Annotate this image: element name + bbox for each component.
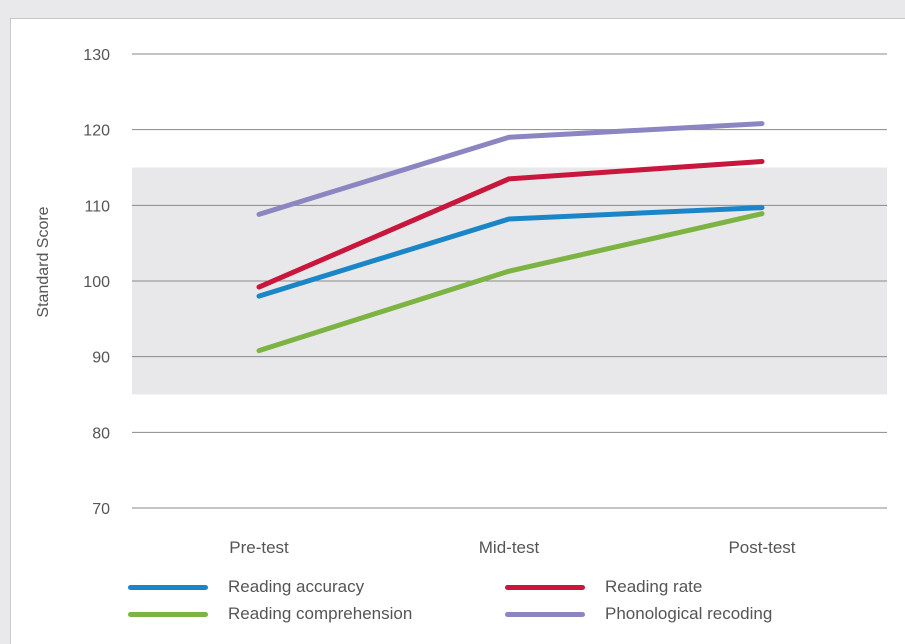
y-tick-label-70: 70 <box>92 501 110 518</box>
y-tick-label-80: 80 <box>92 425 110 442</box>
y-tick-label-120: 120 <box>83 123 110 140</box>
y-tick-label-110: 110 <box>84 198 110 215</box>
x-category-label-3: Post-test <box>728 538 795 557</box>
x-category-label-1: Pre-test <box>229 538 289 557</box>
x-category-label-2: Mid-test <box>479 538 540 557</box>
y-axis-title: Standard Score <box>35 206 52 317</box>
y-tick-label-90: 90 <box>92 350 110 367</box>
y-tick-label-100: 100 <box>83 274 110 291</box>
y-tick-label-130: 130 <box>83 47 110 64</box>
